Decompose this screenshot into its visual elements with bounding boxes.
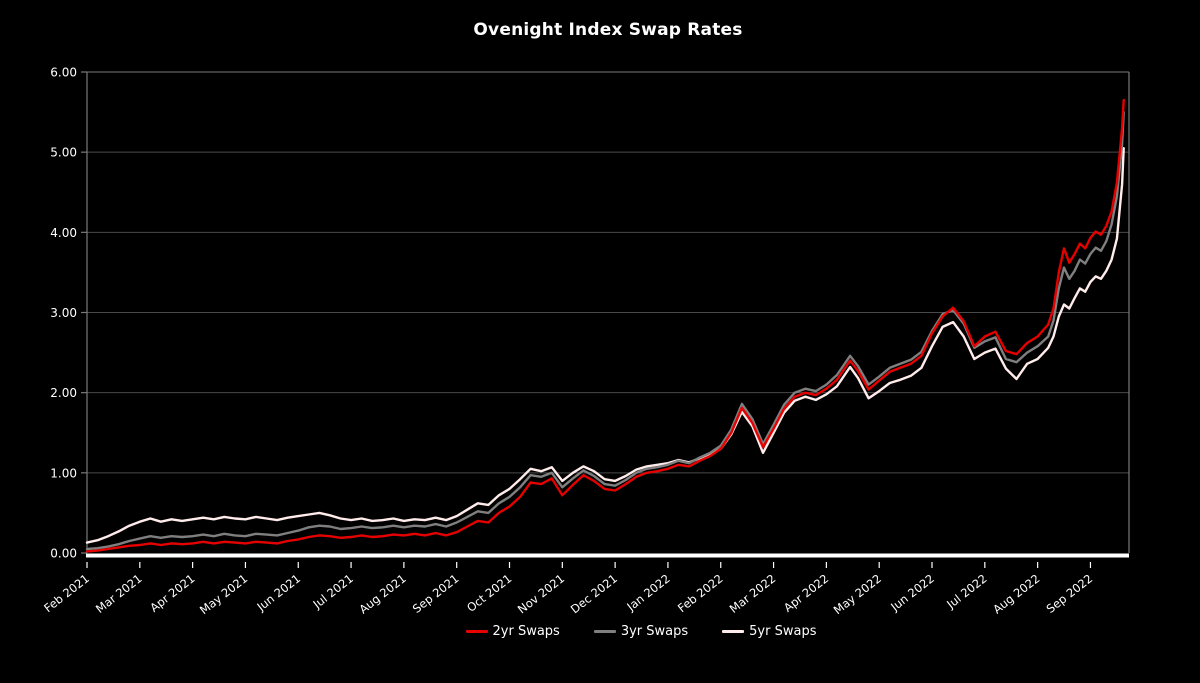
x-tick-label: May 2021 bbox=[197, 571, 250, 617]
y-tick-label: 1.00 bbox=[50, 466, 77, 480]
x-tick-label: Nov 2021 bbox=[515, 571, 567, 616]
y-tick-label: 2.00 bbox=[50, 386, 77, 400]
series-line-3yr-swaps bbox=[85, 110, 1125, 551]
legend-label-5yr: 5yr Swaps bbox=[749, 624, 817, 639]
x-tick-label: Jan 2022 bbox=[623, 571, 672, 614]
x-tick-label: Apr 2021 bbox=[147, 571, 197, 615]
x-tick-label: Feb 2022 bbox=[675, 571, 726, 615]
legend-label-2yr: 2yr Swaps bbox=[492, 624, 560, 639]
legend-swatch-3yr-line bbox=[593, 630, 616, 633]
legend-swatch-5yr-line bbox=[722, 630, 745, 633]
y-tick-label: 4.00 bbox=[50, 226, 77, 240]
x-tick-label: Aug 2021 bbox=[356, 571, 408, 616]
x-tick-label: May 2022 bbox=[831, 571, 884, 617]
x-tick-label: Mar 2022 bbox=[727, 571, 779, 616]
x-tick-label: Sep 2021 bbox=[410, 571, 462, 616]
legend-label-3yr: 3yr Swaps bbox=[620, 624, 689, 639]
x-tick-label: Mar 2021 bbox=[93, 571, 145, 616]
x-tick-label: Jun 2022 bbox=[887, 571, 937, 614]
legend-item-3yr-swaps: 3yr Swaps bbox=[593, 624, 689, 639]
x-tick-label: Jul 2022 bbox=[943, 571, 989, 611]
x-tick-label: Jun 2021 bbox=[254, 571, 304, 614]
legend-item-2yr-swaps: 2yr Swaps bbox=[465, 624, 560, 639]
series-line-5yr-swaps bbox=[85, 146, 1125, 544]
x-tick-label: Apr 2022 bbox=[781, 571, 831, 615]
x-tick-label: Feb 2021 bbox=[41, 571, 92, 615]
y-tick-label: 3.00 bbox=[50, 306, 77, 320]
chart-title: Ovenight Index Swap Rates bbox=[473, 20, 743, 40]
legend-swatch-2yr-line bbox=[465, 630, 488, 633]
x-tick-label: Oct 2021 bbox=[464, 571, 514, 615]
y-tick-label: 5.00 bbox=[50, 146, 77, 160]
y-tick-label: 0.00 bbox=[50, 547, 77, 561]
x-tick-label: Aug 2022 bbox=[990, 571, 1042, 616]
legend-item-5yr-swaps: 5yr Swaps bbox=[722, 624, 816, 639]
y-tick-label: 6.00 bbox=[50, 66, 77, 80]
x-tick-label: Dec 2021 bbox=[568, 571, 620, 616]
legend: 2yr Swaps 3yr Swaps 5yr Swaps bbox=[120, 624, 1162, 639]
x-tick-label: Jul 2021 bbox=[310, 571, 356, 611]
x-tick-label: Sep 2022 bbox=[1044, 571, 1096, 616]
series-line-2yr-swaps bbox=[85, 98, 1125, 553]
